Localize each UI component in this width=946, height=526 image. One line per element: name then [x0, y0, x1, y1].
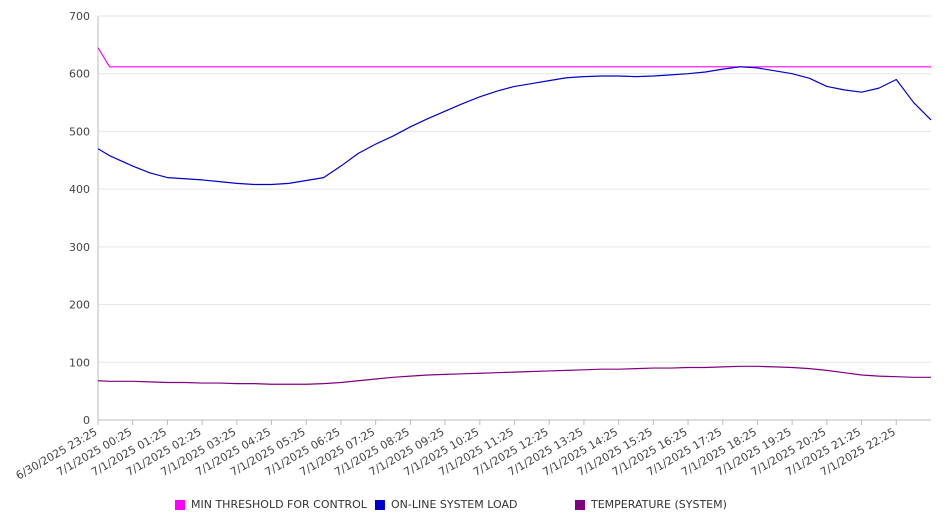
legend-item-temperature[interactable]: TEMPERATURE (SYSTEM)	[575, 498, 727, 511]
legend-label-temperature: TEMPERATURE (SYSTEM)	[591, 498, 727, 511]
x-tick-labels: 6/30/2025 23:257/1/2025 00:257/1/2025 01…	[14, 425, 898, 482]
gridlines	[98, 15, 931, 363]
y-tick-label: 0	[83, 414, 90, 427]
series-line-0	[97, 47, 931, 68]
series-line-2	[97, 365, 931, 385]
y-tick-label: 500	[69, 125, 90, 138]
y-tick-label: 400	[69, 183, 90, 196]
legend-item-system-load[interactable]: ON-LINE SYSTEM LOAD	[375, 498, 517, 511]
legend-swatch-system-load	[375, 499, 385, 510]
legend-swatch-temperature	[575, 499, 585, 510]
legend-label-min-threshold: MIN THRESHOLD FOR CONTROL	[191, 498, 367, 511]
legend-item-min-threshold[interactable]: MIN THRESHOLD FOR CONTROL	[175, 498, 367, 511]
y-tick-label: 100	[69, 356, 90, 369]
axes	[97, 16, 931, 425]
y-tick-label: 600	[69, 68, 90, 81]
y-tick-label: 200	[69, 299, 90, 312]
legend: MIN THRESHOLD FOR CONTROL ON-LINE SYSTEM…	[0, 498, 946, 514]
y-tick-label: 700	[69, 10, 90, 23]
legend-label-system-load: ON-LINE SYSTEM LOAD	[391, 498, 518, 511]
y-tick-label: 300	[69, 241, 90, 254]
series-lines	[97, 47, 932, 385]
legend-swatch-min-threshold	[175, 499, 185, 510]
y-tick-labels: 0 100 200 300 400 500 600 700	[69, 10, 90, 427]
series-line-1	[97, 66, 932, 186]
